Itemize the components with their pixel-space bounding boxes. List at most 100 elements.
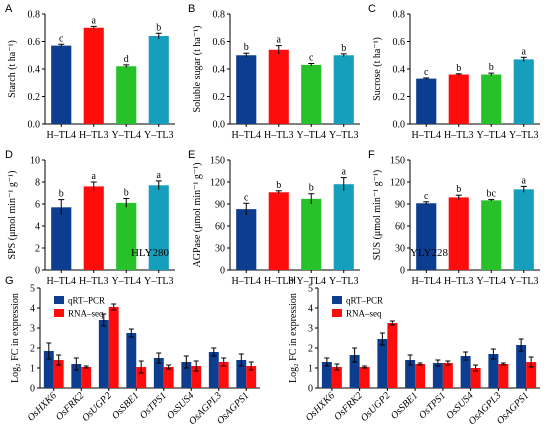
legend-label: RNA–seq: [68, 309, 104, 319]
significance-letter: c: [244, 192, 249, 203]
y-tick-label: 3: [308, 324, 313, 335]
panel-label: G: [5, 275, 14, 287]
bar: [246, 366, 257, 388]
bar: [415, 364, 426, 388]
legend-label: qRT–PCR: [346, 296, 383, 306]
x-tick-label: OsUGP2: [80, 390, 114, 424]
bar: [359, 367, 370, 388]
y-tick-label: 0.0: [393, 120, 406, 131]
bar: [301, 64, 322, 124]
y-axis-label: Sucrose (t ha⁻¹): [372, 37, 383, 101]
y-tick-label: 4: [35, 222, 40, 233]
significance-letter: b: [456, 63, 461, 74]
significance-letter: c: [424, 67, 429, 78]
bar: [71, 364, 82, 388]
bar: [416, 78, 437, 124]
significance-letter: b: [309, 183, 314, 194]
bar: [98, 320, 109, 388]
x-tick-label: H–TL4: [232, 130, 261, 141]
x-tick-label: H–TL4: [232, 276, 261, 287]
bar: [481, 74, 502, 124]
panel-h: H YLY228 0 1 2 3 4 5 Log₂ FC in expression OsHXK6…: [288, 247, 540, 427]
bar: [405, 360, 416, 388]
panel-title: HLY280: [131, 247, 170, 259]
significance-letter: c: [424, 191, 429, 202]
y-tick-label: 120: [210, 178, 225, 189]
significance-letter: a: [157, 170, 162, 181]
x-tick-label: Y–TL3: [144, 276, 173, 287]
y-tick-label: 8: [35, 178, 40, 189]
y-axis-label: AGPase (μmol min⁻¹ g⁻¹): [192, 163, 203, 268]
y-tick-label: 0: [220, 266, 225, 277]
y-tick-label: 150: [210, 156, 225, 167]
legend-label: RNA–seq: [346, 309, 382, 319]
y-tick-label: 10: [30, 156, 40, 167]
bar: [208, 352, 219, 388]
y-tick-label: 2: [30, 344, 35, 355]
bar: [387, 323, 398, 388]
bar: [448, 74, 469, 124]
x-tick-label: Y–TL3: [509, 276, 538, 287]
significance-letter: b: [456, 184, 461, 195]
significance-letter: c: [309, 53, 314, 64]
y-tick-label: 0.8: [393, 10, 406, 21]
x-tick-label: Y–TL4: [112, 130, 141, 141]
y-tick-label: 0.0: [28, 120, 41, 131]
x-tick-label: OsTPS1: [417, 390, 448, 421]
bar: [333, 55, 354, 124]
significance-letter: b: [489, 62, 494, 73]
y-tick-label: 0.8: [28, 10, 41, 21]
bar: [481, 200, 502, 270]
bar: [442, 363, 453, 388]
y-tick-label: 0: [30, 384, 35, 395]
bar: [148, 36, 169, 124]
x-tick-label: H–TL3: [444, 130, 473, 141]
y-tick-label: 0.4: [28, 65, 41, 76]
x-tick-label: Y–TL3: [329, 276, 358, 287]
x-tick-label: H–TL3: [444, 276, 473, 287]
y-tick-label: 5: [30, 284, 35, 295]
y-tick-label: 2: [308, 344, 313, 355]
x-tick-label: OsHXK6: [304, 390, 337, 423]
significance-letter: c: [59, 33, 64, 44]
bar: [126, 333, 137, 388]
y-tick-label: 0: [308, 384, 313, 395]
significance-letter: b: [341, 43, 346, 54]
y-tick-label: 90: [215, 200, 225, 211]
panel-label: C: [368, 3, 376, 15]
bar: [321, 362, 332, 388]
significance-letter: b: [244, 42, 249, 53]
x-tick-label: OsUGP2: [359, 390, 393, 424]
bar: [53, 360, 64, 388]
y-tick-label: 0.6: [213, 37, 226, 48]
x-tick-label: H–TL3: [79, 130, 108, 141]
x-tick-label: Y–TL4: [297, 130, 326, 141]
bar: [153, 358, 164, 388]
bar: [51, 207, 72, 270]
bar: [331, 367, 342, 388]
x-tick-label: Y–TL3: [144, 130, 173, 141]
bar: [163, 367, 174, 388]
y-tick-label: 30: [215, 244, 225, 255]
y-tick-label: 5: [308, 284, 313, 295]
significance-letter: bc: [487, 189, 497, 200]
y-tick-label: 60: [215, 222, 225, 233]
bar: [488, 354, 499, 388]
y-tick-label: 2: [35, 244, 40, 255]
significance-letter: a: [522, 46, 527, 57]
bar: [191, 366, 202, 388]
legend-swatch: [332, 296, 342, 304]
bar: [51, 45, 72, 124]
bar: [136, 367, 147, 388]
bar: [116, 66, 137, 124]
significance-letter: b: [156, 22, 161, 33]
legend-swatch: [54, 309, 64, 317]
panel-e: E 0 30 60 90 120 150 AGPase (μmol min⁻¹ g⁻¹) c H–…: [188, 149, 360, 287]
bar: [236, 55, 257, 124]
bar: [470, 368, 481, 388]
bar: [432, 363, 443, 388]
x-tick-label: OsSBE1: [389, 390, 420, 421]
y-axis-label: Starch (t ha⁻¹): [7, 40, 18, 98]
x-tick-label: H–TL4: [47, 130, 76, 141]
